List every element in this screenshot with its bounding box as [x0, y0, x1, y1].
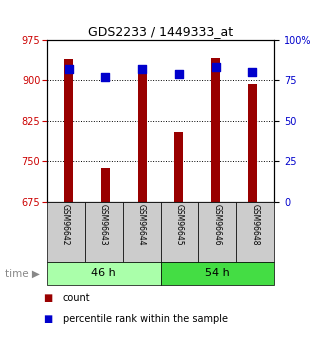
- Point: [213, 65, 218, 70]
- Point: [176, 71, 181, 77]
- Text: GSM96648: GSM96648: [251, 204, 260, 245]
- Text: count: count: [63, 294, 90, 303]
- Point: [140, 66, 145, 72]
- Bar: [174, 131, 184, 202]
- Text: ■: ■: [43, 314, 53, 324]
- Bar: [137, 65, 147, 202]
- Bar: [211, 58, 220, 202]
- Text: GSM96644: GSM96644: [137, 204, 146, 245]
- Text: GSM96646: GSM96646: [213, 204, 222, 245]
- Text: GSM96645: GSM96645: [175, 204, 184, 245]
- Text: percentile rank within the sample: percentile rank within the sample: [63, 314, 228, 324]
- Text: ■: ■: [43, 294, 53, 303]
- Title: GDS2233 / 1449333_at: GDS2233 / 1449333_at: [88, 26, 233, 39]
- Bar: [248, 84, 257, 202]
- Text: GSM96643: GSM96643: [99, 204, 108, 245]
- Point: [66, 66, 71, 72]
- Bar: [101, 168, 110, 202]
- Text: GSM96642: GSM96642: [61, 204, 70, 245]
- Text: 46 h: 46 h: [91, 268, 116, 278]
- Point: [250, 69, 255, 75]
- Bar: [64, 59, 73, 202]
- Point: [103, 74, 108, 80]
- Text: 54 h: 54 h: [205, 268, 230, 278]
- Text: time ▶: time ▶: [5, 268, 40, 278]
